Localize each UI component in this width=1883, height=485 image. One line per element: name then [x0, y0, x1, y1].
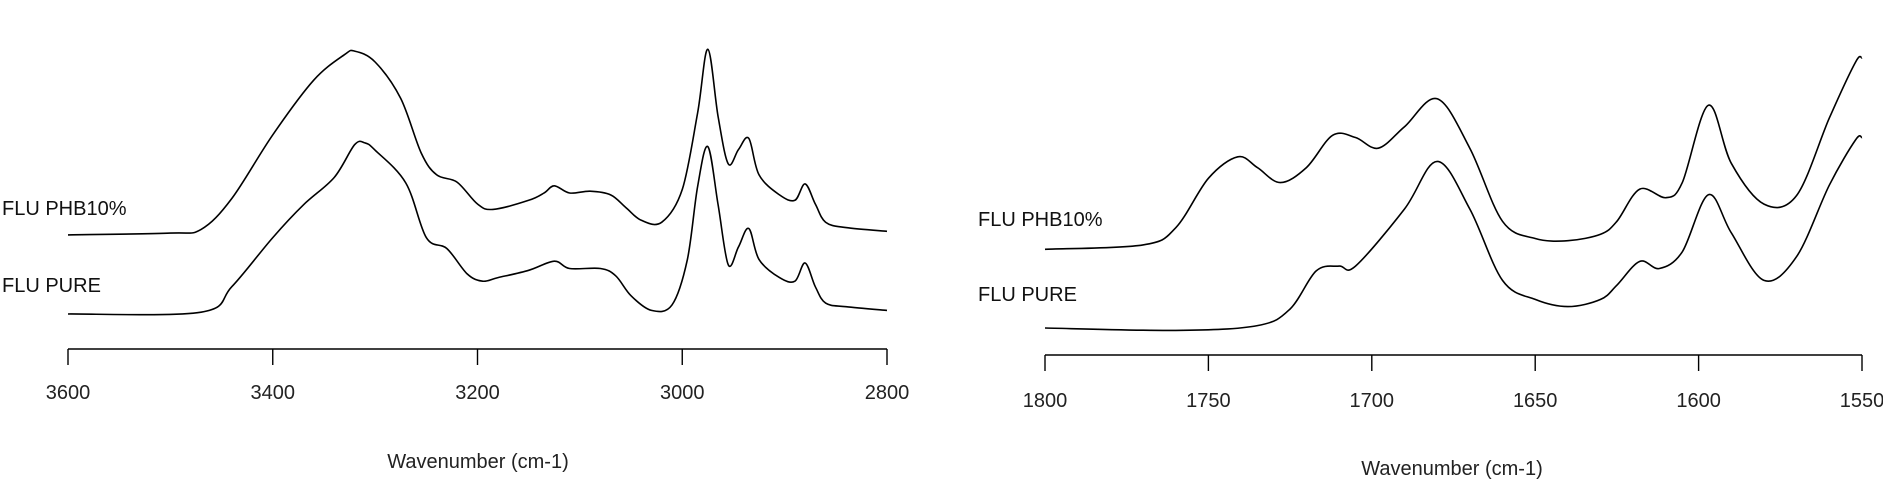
right-series-flu-phb10-line: [1044, 55, 1863, 251]
left-x-axis-title: Wavenumber (cm-1): [387, 451, 569, 473]
left-tick-label-3200: 3200: [455, 382, 500, 404]
right-label-flu-pure: FLU PURE: [978, 284, 1077, 306]
left-tick-label-3600: 3600: [46, 382, 91, 404]
right-panel: 1800 1750 1700 1650 1600 1550 FLU PHB10% FLU …: [978, 55, 1883, 480]
left-series-flu-pure-line: [67, 140, 888, 316]
left-x-ticks: 3600 3400 3200 3000 2800: [46, 349, 910, 404]
right-tick-label-1650: 1650: [1513, 390, 1558, 412]
right-x-ticks: 1800 1750 1700 1650 1600 1550: [1023, 355, 1883, 412]
left-tick-label-3400: 3400: [251, 382, 296, 404]
left-series-flu-phb10-line: [67, 48, 888, 236]
right-tick-label-1800: 1800: [1023, 390, 1068, 412]
left-panel: 3600 3400 3200 3000 2800 FLU PHB10% FLU PURE…: [2, 48, 910, 473]
left-label-flu-phb10: FLU PHB10%: [2, 198, 127, 220]
left-tick-label-2800: 2800: [865, 382, 910, 404]
left-label-flu-pure: FLU PURE: [2, 275, 101, 297]
right-tick-label-1550: 1550: [1840, 390, 1883, 412]
right-tick-label-1700: 1700: [1350, 390, 1395, 412]
right-tick-label-1600: 1600: [1676, 390, 1721, 412]
right-series-flu-pure-line: [1044, 135, 1863, 332]
right-label-flu-phb10: FLU PHB10%: [978, 209, 1103, 231]
left-tick-label-3000: 3000: [660, 382, 705, 404]
right-tick-label-1750: 1750: [1186, 390, 1231, 412]
right-x-axis-title: Wavenumber (cm-1): [1361, 458, 1543, 480]
